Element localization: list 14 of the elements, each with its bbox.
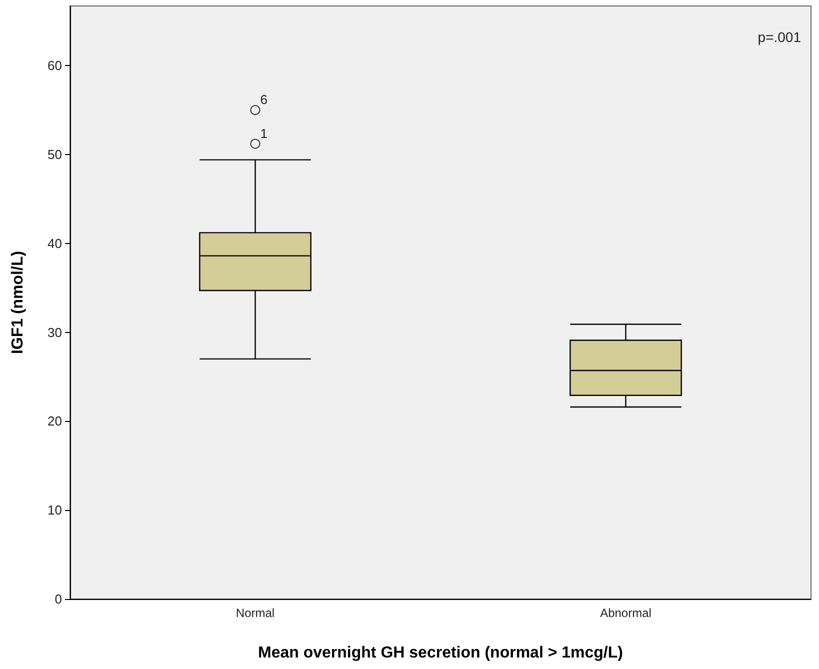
annotation: 1 [260,126,268,141]
annotation: 6 [260,92,268,108]
y-tick-label: 20 [48,414,62,429]
y-tick-label: 10 [48,502,62,518]
annotation: p=.001 [758,29,802,45]
x-tick-label: Normal [236,606,275,620]
y-tick-label: 0 [54,592,62,606]
y-axis-title: IGF1 (nmol/L) [10,250,26,354]
x-axis-title: Mean overnight GH secretion (normal > 1mcg/L) [258,644,623,662]
y-tick-label: 60 [48,58,62,74]
y-tick-label: 40 [48,236,62,251]
y-tick-label: 50 [48,146,62,162]
y-tick-label: 30 [48,324,62,340]
x-tick-label: Abnormal [600,606,652,620]
